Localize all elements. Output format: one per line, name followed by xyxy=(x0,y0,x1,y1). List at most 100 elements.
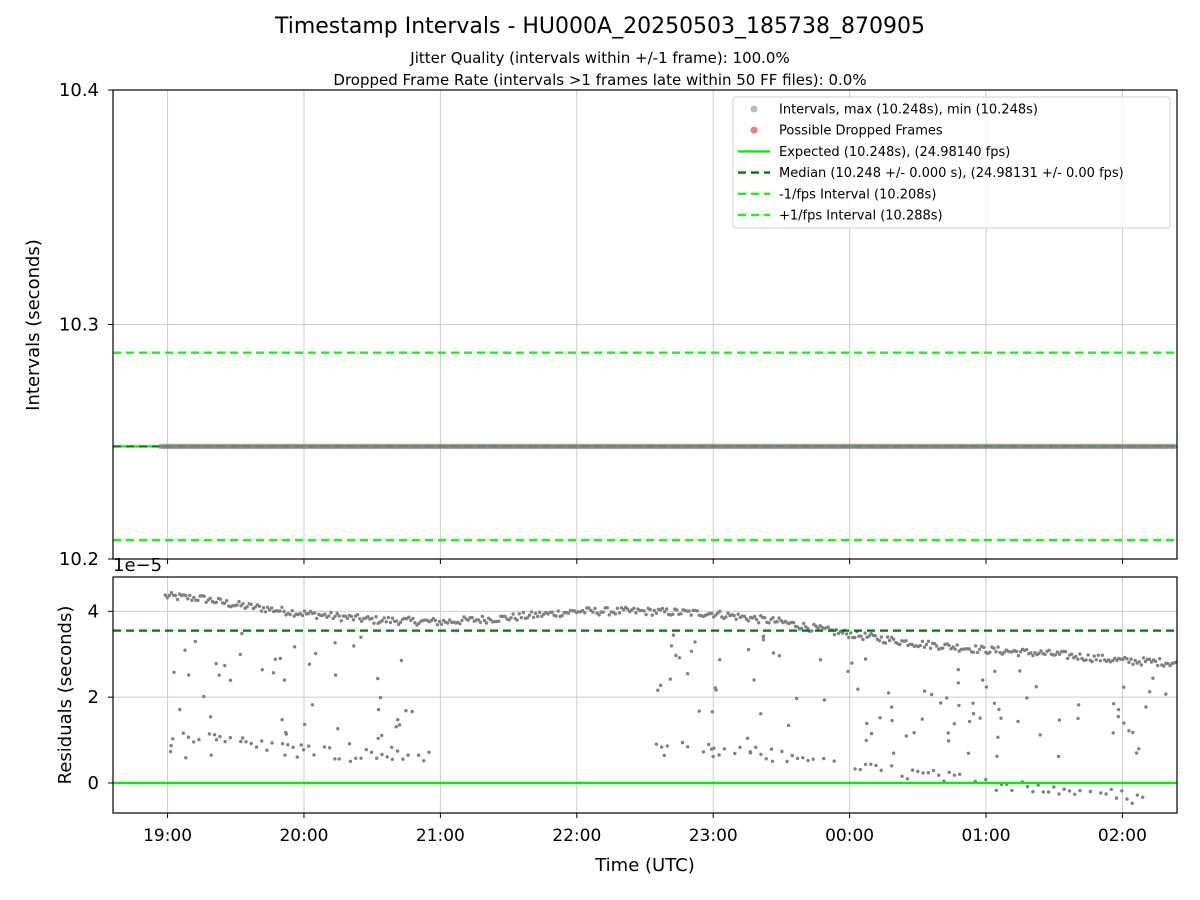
residual-point xyxy=(822,756,826,761)
residual-point xyxy=(1077,703,1081,707)
residual-point xyxy=(476,618,481,622)
residual-point xyxy=(410,709,414,714)
residual-point xyxy=(261,606,266,610)
residual-point xyxy=(380,618,384,623)
residual-point xyxy=(1099,791,1103,795)
residual-point xyxy=(752,678,756,682)
x-tick-label: 22:00 xyxy=(552,826,601,846)
residual-point xyxy=(254,745,259,749)
residual-point xyxy=(214,661,218,666)
residual-point xyxy=(810,629,814,633)
residual-point xyxy=(786,723,791,728)
residual-point xyxy=(394,619,399,623)
residual-point xyxy=(364,747,368,752)
residual-point xyxy=(173,593,178,598)
residual-point xyxy=(1090,659,1094,664)
residual-point xyxy=(1057,718,1062,722)
residual-point xyxy=(922,645,927,649)
residual-point xyxy=(982,645,986,650)
residual-point xyxy=(396,718,400,722)
residual-point xyxy=(348,759,353,764)
residual-point xyxy=(327,614,331,618)
residual-point xyxy=(517,612,521,616)
residual-point xyxy=(1073,792,1077,796)
residual-point xyxy=(771,616,775,620)
residual-point xyxy=(693,640,697,644)
residual-point xyxy=(957,703,961,708)
residual-point xyxy=(382,616,386,620)
x-tick-label: 20:00 xyxy=(279,826,328,846)
residual-point xyxy=(240,631,244,636)
residual-point xyxy=(181,731,185,735)
residual-point xyxy=(184,756,188,760)
bottom-y-tick-label: 4 xyxy=(88,601,99,622)
residual-point xyxy=(865,721,869,726)
residual-point xyxy=(448,618,452,622)
residual-point xyxy=(460,618,464,623)
residual-point xyxy=(307,662,312,666)
residual-point xyxy=(956,681,960,685)
residual-point xyxy=(556,609,560,613)
residual-point xyxy=(1156,663,1160,668)
residual-point xyxy=(511,612,515,616)
residual-point xyxy=(300,613,305,618)
residual-point xyxy=(1149,660,1154,664)
residual-point xyxy=(307,744,311,748)
residual-point xyxy=(650,613,654,617)
residual-point xyxy=(971,701,975,705)
residual-point xyxy=(890,764,894,768)
residual-point xyxy=(488,618,493,622)
residual-point xyxy=(168,749,173,754)
residual-point xyxy=(1100,653,1105,657)
residual-point xyxy=(975,650,980,655)
residual-point xyxy=(759,752,763,756)
residual-point xyxy=(208,715,213,719)
residual-point xyxy=(999,716,1003,720)
residual-point xyxy=(795,756,800,761)
residual-point xyxy=(764,757,768,761)
residual-point xyxy=(664,607,669,611)
residual-point xyxy=(187,673,191,677)
residual-point xyxy=(192,740,196,744)
residual-point xyxy=(433,618,438,623)
residual-point xyxy=(169,743,173,748)
residual-point xyxy=(554,614,558,618)
residual-point xyxy=(396,622,401,627)
residual-point xyxy=(736,612,740,616)
residual-point xyxy=(947,643,951,647)
residual-point xyxy=(1114,796,1119,800)
residual-point xyxy=(709,747,714,751)
residual-point xyxy=(869,762,873,766)
residual-point xyxy=(996,645,1000,649)
residual-point xyxy=(677,656,682,660)
residual-point xyxy=(399,658,404,663)
residual-point xyxy=(291,745,295,749)
residual-point xyxy=(295,755,299,759)
bottom-panel-y-label: Residuals (seconds) xyxy=(55,606,76,785)
residual-point xyxy=(427,750,431,754)
residual-point xyxy=(956,667,960,672)
residual-point xyxy=(1025,784,1030,789)
residual-point xyxy=(856,687,860,691)
residual-point xyxy=(724,615,728,619)
residual-point xyxy=(214,738,219,742)
residual-point xyxy=(1133,658,1137,663)
residual-point xyxy=(790,753,794,758)
top-y-tick-label: 10.3 xyxy=(59,315,99,336)
residual-point xyxy=(1141,795,1145,799)
residual-point xyxy=(605,606,609,610)
residual-point xyxy=(270,606,274,610)
residual-point xyxy=(1065,656,1070,661)
residual-point xyxy=(671,633,676,637)
residual-point xyxy=(920,639,925,643)
residual-point xyxy=(1029,651,1033,655)
residual-point xyxy=(932,642,937,646)
residual-point xyxy=(315,616,319,621)
residual-point xyxy=(816,626,820,630)
residual-point xyxy=(1067,789,1072,793)
residual-point xyxy=(993,669,997,673)
residual-point xyxy=(992,646,996,650)
residual-point xyxy=(439,622,444,626)
residual-point xyxy=(601,610,605,614)
